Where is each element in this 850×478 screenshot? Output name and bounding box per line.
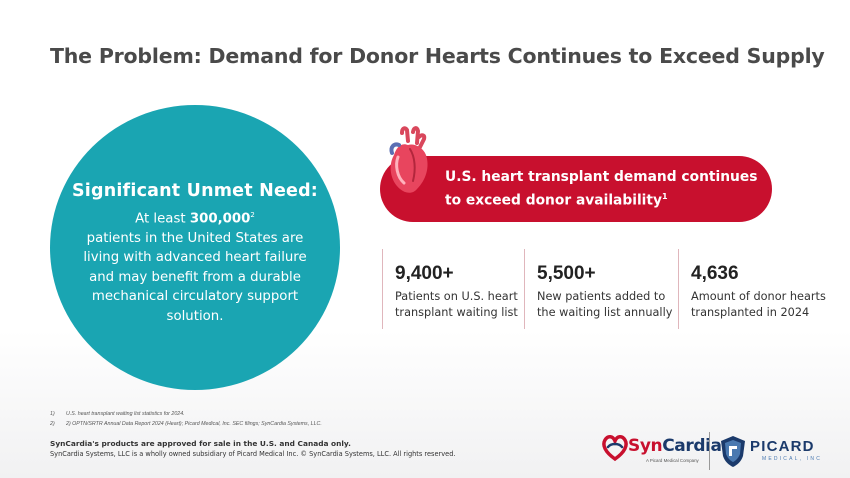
circle-body-line: patients in the United States are — [86, 230, 304, 246]
stat-label-line: transplanted in 2024 — [691, 306, 810, 319]
footnote-number: 1) — [50, 411, 55, 417]
logo-divider — [709, 432, 710, 470]
stat-donor-hearts: 4,636 Amount of donor hearts transplante… — [678, 249, 829, 329]
circle-intro-line: At least 300,0002 — [60, 206, 330, 229]
syncardia-wordmark: SynCardia — [628, 436, 722, 456]
footnote-2: 2) 2) OPTN/SRTR Annual Data Report 2024 (… — [50, 421, 322, 427]
disclaimer-approval: SynCardia's products are approved for sa… — [50, 439, 351, 448]
circle-heading: Significant Unmet Need: — [71, 181, 319, 201]
banner-line: to exceed donor availability1 — [445, 187, 765, 211]
circle-intro-value: 300,000 — [189, 211, 251, 227]
stat-value: 4,636 — [691, 263, 739, 284]
footnote-1: 1) U.S. heart transplant waiting list sta… — [50, 411, 185, 417]
circle-body-line: solution. — [166, 308, 224, 324]
circle-intro-prefix: At least — [135, 211, 190, 227]
banner-ref: 1 — [662, 192, 668, 201]
disclaimer-ownership: SynCardia Systems, LLC is a wholly owned… — [50, 450, 456, 458]
syncardia-tagline: A Picard Medical Company — [646, 458, 699, 463]
stat-label-line: Amount of donor hearts — [691, 290, 826, 303]
banner-line-2: to exceed donor availability — [445, 192, 663, 209]
heart-icon — [389, 126, 428, 193]
demand-banner — [380, 156, 772, 222]
stat-waiting-list: 9,400+ Patients on U.S. heart transplant… — [382, 249, 518, 329]
stat-new-patients: 5,500+ New patients added to the waiting… — [524, 249, 672, 329]
circle-intro-ref: 2 — [250, 211, 255, 219]
picard-tagline: MEDICAL, INC — [762, 456, 823, 462]
stat-value: 5,500+ — [537, 263, 596, 284]
banner-text: U.S. heart transplant demand continues t… — [445, 167, 765, 211]
circle-body-line: living with advanced heart failure — [83, 250, 307, 266]
stat-label-line: the waiting list annually — [537, 306, 673, 319]
footnote-text: 2) OPTN/SRTR Annual Data Report 2024 (He… — [66, 421, 322, 427]
stat-label: Amount of donor hearts transplanted in 2… — [691, 289, 826, 321]
slide-title: The Problem: Demand for Donor Hearts Con… — [50, 44, 825, 68]
unmet-need-circle — [50, 105, 340, 390]
syncardia-word-b: Cardia — [662, 436, 722, 456]
picard-shield-icon — [721, 436, 745, 467]
circle-body-line: and may benefit from a durable — [89, 269, 301, 285]
syncardia-logo: SynCardia A Picard Medical Company — [600, 430, 722, 470]
stat-label: Patients on U.S. heart transplant waitin… — [395, 289, 518, 321]
stat-label-line: New patients added to — [537, 290, 666, 303]
syncardia-mark-icon — [602, 435, 628, 462]
stat-label: New patients added to the waiting list a… — [537, 289, 672, 321]
footnote-text: U.S. heart transplant waiting list stati… — [66, 411, 185, 417]
banner-line: U.S. heart transplant demand continues — [445, 169, 758, 185]
circle-body: At least 300,0002 patients in the United… — [60, 206, 330, 326]
picard-wordmark: PICARD — [750, 438, 815, 455]
footnote-number: 2) — [50, 421, 55, 427]
stat-label-line: transplant waiting list — [395, 306, 518, 319]
syncardia-word-a: Syn — [628, 436, 663, 456]
circle-body-line: mechanical circulatory support — [91, 289, 299, 305]
stat-label-line: Patients on U.S. heart — [395, 290, 518, 303]
stat-value: 9,400+ — [395, 263, 454, 284]
picard-logo: PICARD MEDICAL, INC — [716, 432, 826, 472]
